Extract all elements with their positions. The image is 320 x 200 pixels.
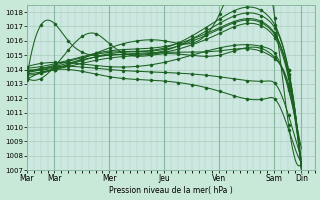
X-axis label: Pression niveau de la mer( hPa ): Pression niveau de la mer( hPa )	[109, 186, 233, 195]
